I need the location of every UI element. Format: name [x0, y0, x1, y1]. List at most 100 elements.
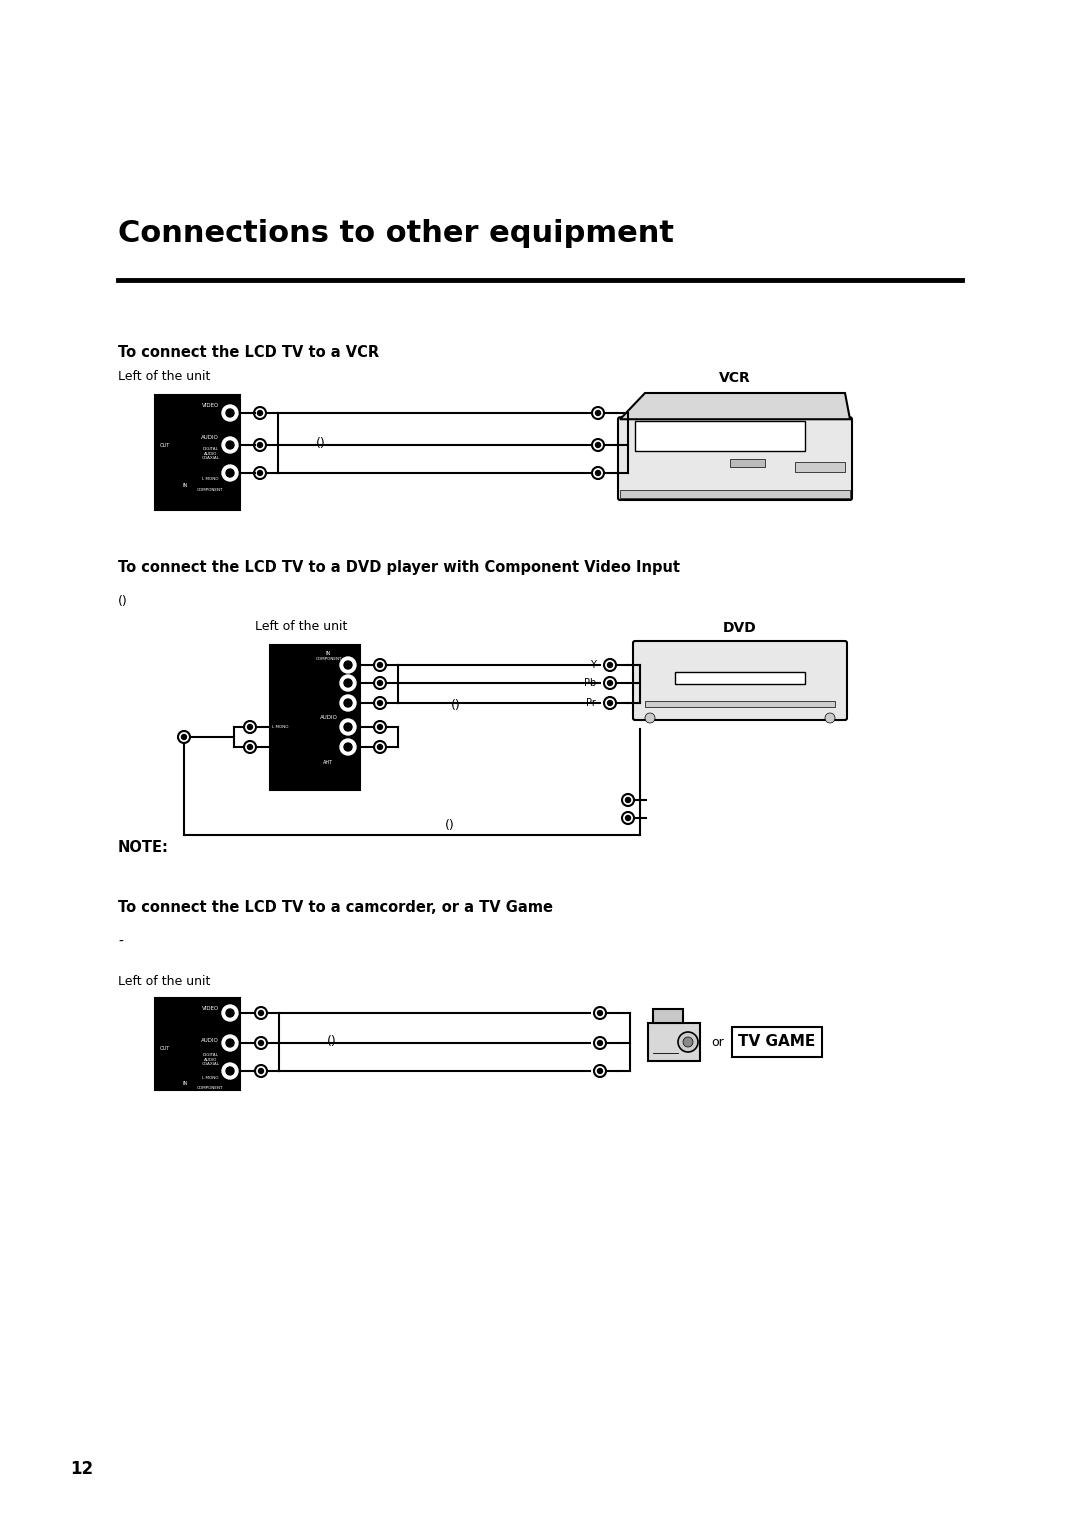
Bar: [730, 458, 765, 467]
Circle shape: [244, 721, 256, 733]
Text: COMPONENT: COMPONENT: [197, 1086, 224, 1090]
Circle shape: [226, 441, 234, 449]
Circle shape: [374, 696, 386, 709]
Circle shape: [595, 443, 600, 447]
Text: Pb: Pb: [584, 678, 596, 689]
Circle shape: [226, 1009, 234, 1017]
Circle shape: [622, 812, 634, 825]
Circle shape: [340, 719, 356, 734]
Text: (): (): [445, 818, 455, 832]
Circle shape: [257, 443, 262, 447]
FancyBboxPatch shape: [633, 641, 847, 721]
Text: (): (): [118, 596, 127, 608]
Circle shape: [595, 470, 600, 475]
Text: TV GAME: TV GAME: [739, 1034, 815, 1049]
Text: NOTE:: NOTE:: [118, 840, 168, 855]
Text: L MONO: L MONO: [272, 725, 288, 728]
Circle shape: [374, 721, 386, 733]
Text: To connect the LCD TV to a DVD player with Component Video Input: To connect the LCD TV to a DVD player wi…: [118, 560, 680, 576]
Circle shape: [258, 1040, 264, 1046]
Text: OUT: OUT: [160, 443, 171, 447]
Text: AUDIO: AUDIO: [320, 715, 337, 721]
Circle shape: [222, 1005, 238, 1022]
Bar: [648, 1023, 700, 1061]
Text: IN: IN: [183, 483, 187, 489]
Circle shape: [378, 701, 382, 705]
Circle shape: [604, 696, 616, 709]
Text: L MONO: L MONO: [202, 476, 218, 481]
FancyBboxPatch shape: [618, 417, 852, 499]
Circle shape: [258, 1069, 264, 1073]
Text: To connect the LCD TV to a VCR: To connect the LCD TV to a VCR: [118, 345, 379, 360]
Bar: [732, 1028, 822, 1057]
Bar: [653, 1009, 683, 1023]
Circle shape: [597, 1011, 603, 1015]
Circle shape: [378, 681, 382, 686]
Circle shape: [378, 745, 382, 750]
Circle shape: [597, 1069, 603, 1073]
Text: (): (): [327, 1035, 337, 1049]
Text: Left of the unit: Left of the unit: [118, 370, 211, 383]
Circle shape: [226, 1038, 234, 1048]
Text: Connections to other equipment: Connections to other equipment: [118, 218, 674, 247]
Circle shape: [625, 797, 631, 803]
Circle shape: [683, 1037, 693, 1048]
Text: AUDIO: AUDIO: [201, 1038, 219, 1043]
Circle shape: [378, 663, 382, 667]
Circle shape: [594, 1064, 606, 1077]
Text: (): (): [316, 437, 326, 449]
Text: 12: 12: [70, 1460, 93, 1478]
Circle shape: [244, 741, 256, 753]
Circle shape: [345, 722, 352, 731]
Bar: [635, 421, 805, 450]
Bar: [620, 490, 850, 498]
Text: COMPONENT: COMPONENT: [197, 489, 224, 492]
Circle shape: [255, 1037, 267, 1049]
Circle shape: [222, 437, 238, 454]
Circle shape: [374, 741, 386, 753]
Bar: [156, 999, 240, 1090]
Circle shape: [181, 734, 187, 739]
Text: VIDEO: VIDEO: [202, 1006, 219, 1011]
Circle shape: [255, 1006, 267, 1019]
Bar: [795, 461, 845, 472]
Circle shape: [374, 660, 386, 670]
Circle shape: [247, 724, 253, 730]
Text: OUT: OUT: [160, 1046, 171, 1051]
Circle shape: [226, 409, 234, 417]
Circle shape: [345, 744, 352, 751]
Circle shape: [222, 466, 238, 481]
Text: AUDIO: AUDIO: [201, 435, 219, 440]
Bar: [645, 701, 835, 707]
Circle shape: [622, 794, 634, 806]
Bar: [675, 672, 805, 684]
Text: DVD: DVD: [724, 621, 757, 635]
Circle shape: [340, 657, 356, 673]
Circle shape: [257, 411, 262, 415]
Text: To connect the LCD TV to a camcorder, or a TV Game: To connect the LCD TV to a camcorder, or…: [118, 899, 553, 915]
Bar: [156, 395, 240, 510]
Circle shape: [825, 713, 835, 722]
Text: (): (): [451, 699, 461, 713]
Circle shape: [254, 467, 266, 479]
Text: VCR: VCR: [719, 371, 751, 385]
Circle shape: [247, 745, 253, 750]
Circle shape: [340, 739, 356, 754]
Circle shape: [222, 405, 238, 421]
Circle shape: [604, 660, 616, 670]
Text: Pr: Pr: [586, 698, 596, 709]
Circle shape: [607, 701, 612, 705]
Circle shape: [607, 681, 612, 686]
Text: Y: Y: [590, 660, 596, 670]
Text: IN: IN: [326, 651, 332, 657]
Text: DIGITAL
AUDIO
COAXIAL: DIGITAL AUDIO COAXIAL: [201, 1054, 219, 1066]
Circle shape: [345, 661, 352, 669]
Circle shape: [226, 469, 234, 476]
Text: COMPONENT: COMPONENT: [315, 657, 341, 661]
Circle shape: [374, 676, 386, 689]
Circle shape: [378, 724, 382, 730]
Circle shape: [597, 1040, 603, 1046]
Text: VIDEO: VIDEO: [202, 403, 219, 408]
Circle shape: [592, 408, 604, 418]
Polygon shape: [620, 392, 850, 420]
